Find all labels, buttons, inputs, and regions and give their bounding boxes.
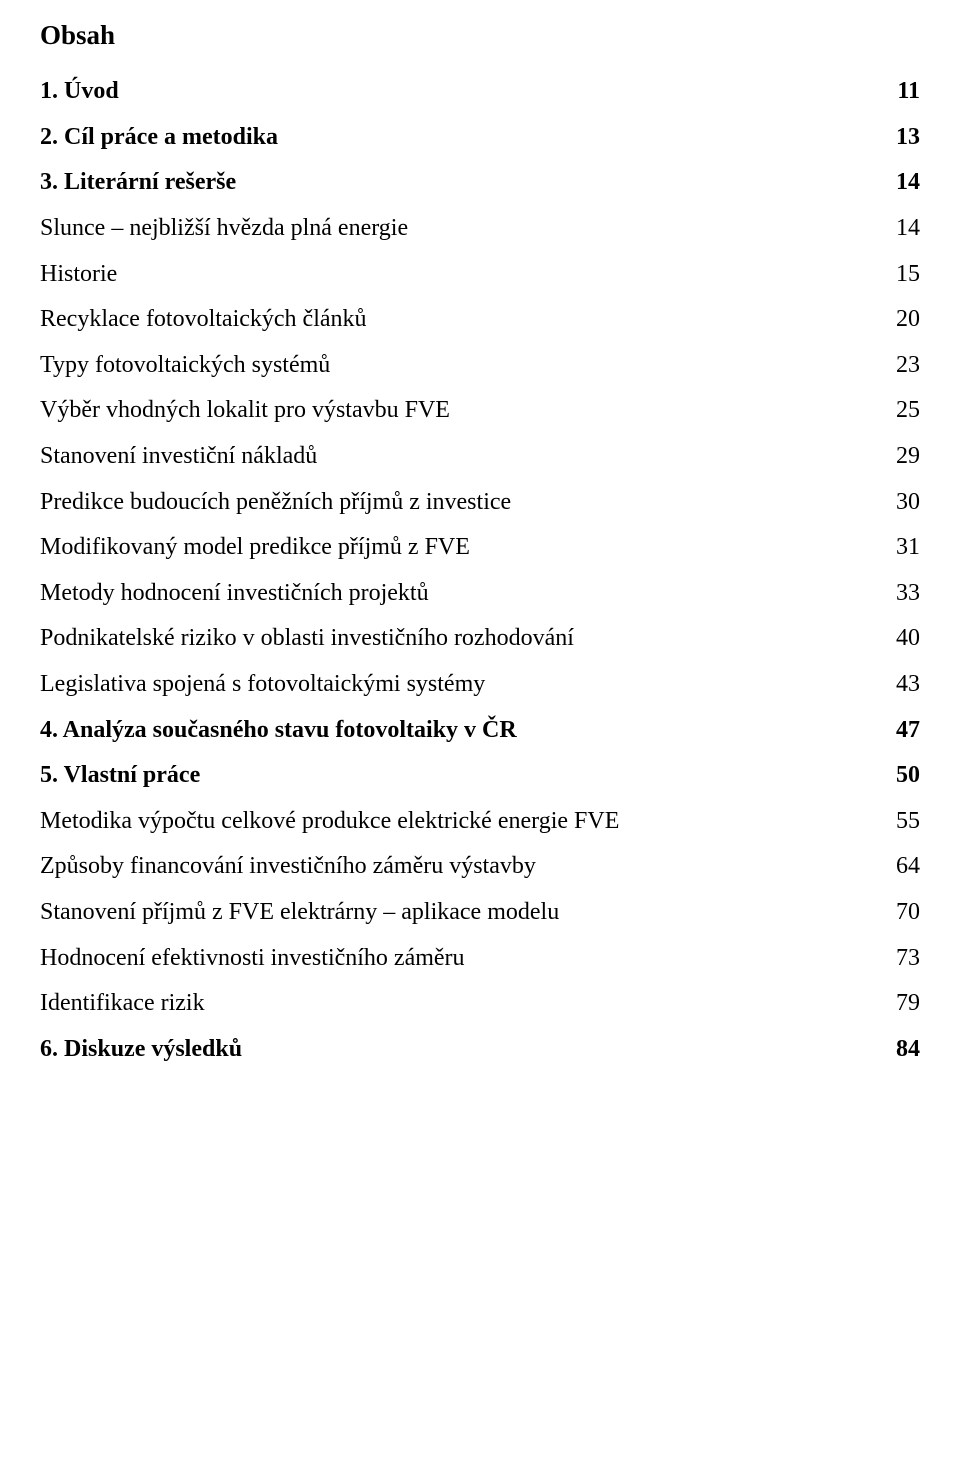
toc-entry-page: 40 <box>896 616 920 662</box>
toc-entry-page: 79 <box>896 981 920 1027</box>
toc-entry-page: 14 <box>896 206 920 252</box>
toc-entry-label: Způsoby financování investičního záměru … <box>40 844 536 890</box>
toc-entry: Predikce budoucích peněžních příjmů z in… <box>40 480 920 526</box>
toc-entry-page: 15 <box>896 252 920 298</box>
toc-entry: Identifikace rizik 79 <box>40 981 920 1027</box>
toc-entry: 2. Cíl práce a metodika 13 <box>40 115 920 161</box>
toc-entry-page: 30 <box>896 480 920 526</box>
toc-entry-label: 3. Literární rešerše <box>40 160 236 206</box>
toc-entry-label: 1. Úvod <box>40 69 119 115</box>
toc-entry-label: Recyklace fotovoltaických článků <box>40 297 367 343</box>
toc-entry-label: Metodika výpočtu celkové produkce elektr… <box>40 799 619 845</box>
toc-heading: Obsah <box>40 10 920 61</box>
toc-entry-label: 5. Vlastní práce <box>40 753 200 799</box>
toc-entry-label: Stanovení příjmů z FVE elektrárny – apli… <box>40 890 559 936</box>
toc-entry-label: Podnikatelské riziko v oblasti investičn… <box>40 616 574 662</box>
toc-entry: 3. Literární rešerše 14 <box>40 160 920 206</box>
toc-entry-page: 33 <box>896 571 920 617</box>
toc-entry: Recyklace fotovoltaických článků 20 <box>40 297 920 343</box>
toc-entry: 5. Vlastní práce 50 <box>40 753 920 799</box>
toc-container: 1. Úvod112. Cíl práce a metodika133. Lit… <box>40 69 920 1072</box>
toc-entry: Metody hodnocení investičních projektů 33 <box>40 571 920 617</box>
toc-entry-label: Identifikace rizik <box>40 981 205 1027</box>
toc-entry-page: 14 <box>896 160 920 206</box>
toc-entry-page: 31 <box>896 525 920 571</box>
toc-entry-page: 20 <box>896 297 920 343</box>
toc-entry: Hodnocení efektivnosti investičního zámě… <box>40 936 920 982</box>
toc-entry-label: 2. Cíl práce a metodika <box>40 115 278 161</box>
toc-entry-label: Hodnocení efektivnosti investičního zámě… <box>40 936 465 982</box>
toc-entry-label: Historie <box>40 252 117 298</box>
toc-entry-label: Predikce budoucích peněžních příjmů z in… <box>40 480 511 526</box>
toc-entry-label: Typy fotovoltaických systémů <box>40 343 330 389</box>
toc-entry-page: 64 <box>896 844 920 890</box>
toc-entry-page: 55 <box>896 799 920 845</box>
toc-entry-label: Modifikovaný model predikce příjmů z FVE <box>40 525 470 571</box>
toc-entry-label: 4. Analýza současného stavu fotovoltaiky… <box>40 708 517 754</box>
toc-entry: Legislativa spojená s fotovoltaickými sy… <box>40 662 920 708</box>
toc-entry-label: Legislativa spojená s fotovoltaickými sy… <box>40 662 485 708</box>
toc-entry-page: 47 <box>896 708 920 754</box>
toc-entry: 4. Analýza současného stavu fotovoltaiky… <box>40 708 920 754</box>
toc-entry: Modifikovaný model predikce příjmů z FVE… <box>40 525 920 571</box>
toc-entry-label: 6. Diskuze výsledků <box>40 1027 242 1073</box>
toc-entry: Výběr vhodných lokalit pro výstavbu FVE 2… <box>40 388 920 434</box>
toc-entry: Podnikatelské riziko v oblasti investičn… <box>40 616 920 662</box>
toc-entry-page: 73 <box>896 936 920 982</box>
toc-entry-page: 11 <box>897 69 920 115</box>
toc-entry-page: 43 <box>896 662 920 708</box>
toc-entry: Stanovení příjmů z FVE elektrárny – apli… <box>40 890 920 936</box>
toc-entry-page: 50 <box>896 753 920 799</box>
toc-entry-page: 84 <box>896 1027 920 1073</box>
toc-entry: Stanovení investiční nákladů 29 <box>40 434 920 480</box>
toc-entry-label: Slunce – nejbližší hvězda plná energie <box>40 206 408 252</box>
toc-entry-label: Výběr vhodných lokalit pro výstavbu FVE <box>40 388 450 434</box>
toc-entry-label: Stanovení investiční nákladů <box>40 434 317 480</box>
toc-entry-label: Metody hodnocení investičních projektů <box>40 571 429 617</box>
toc-entry: 6. Diskuze výsledků 84 <box>40 1027 920 1073</box>
toc-entry-page: 29 <box>896 434 920 480</box>
toc-entry: Slunce – nejbližší hvězda plná energie 14 <box>40 206 920 252</box>
toc-entry-page: 70 <box>896 890 920 936</box>
document-page: Obsah 1. Úvod 11 2. Cíl práce a metodika 13… <box>0 0 960 1466</box>
toc-entry: Metodika výpočtu celkové produkce elektr… <box>40 799 920 845</box>
toc-entry-page: 13 <box>896 115 920 161</box>
toc-entry: Typy fotovoltaických systémů 23 <box>40 343 920 389</box>
toc-entry: Historie 15 <box>40 252 920 298</box>
toc-entry-page: 25 <box>896 388 920 434</box>
toc-entry: Způsoby financování investičního záměru … <box>40 844 920 890</box>
toc-entry-page: 23 <box>896 343 920 389</box>
toc-entry: 1. Úvod 11 <box>40 69 920 115</box>
